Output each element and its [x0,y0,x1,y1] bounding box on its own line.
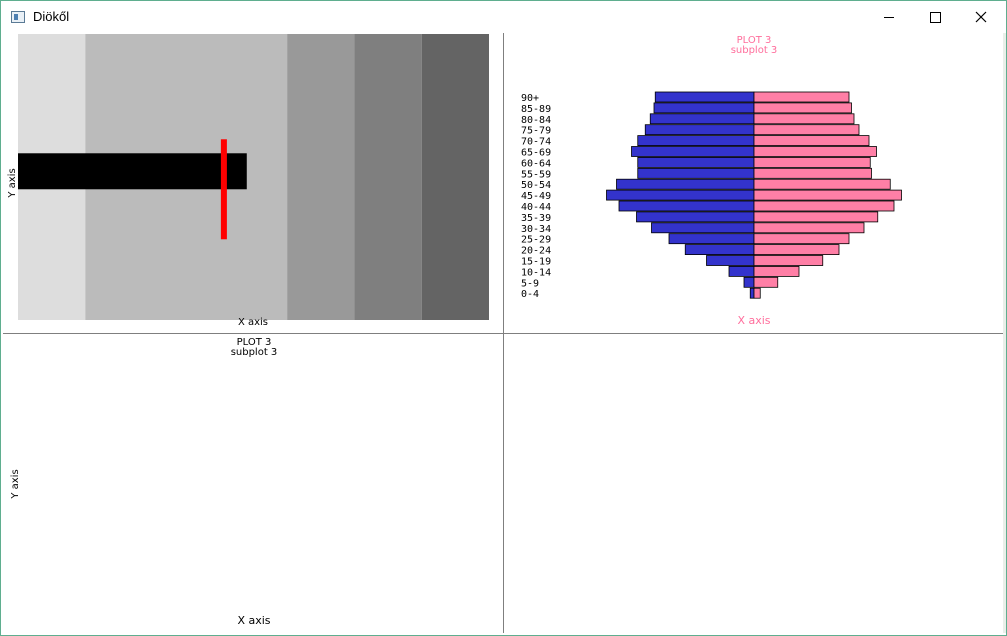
bar-right-45-49 [753,189,902,201]
maximize-button[interactable] [912,1,958,33]
bar-left-10-14 [728,265,755,277]
bar-left-80-84 [649,113,755,125]
error-bar-1 [220,139,227,240]
minimize-button[interactable] [866,1,912,33]
maximize-icon [929,11,941,23]
bar-right-30-34 [753,222,865,234]
subplot-top-left: X axis Y axis [7,34,489,328]
bar-left-0-4 [749,287,755,299]
background-band-5 [421,34,489,320]
bar-right-25-29 [753,233,850,245]
x-axis-label: X axis [237,614,270,627]
close-button[interactable] [958,1,1004,33]
bar-right-55-59 [753,167,872,179]
tick-label-40-44: 40-44 [521,202,551,213]
plot-title: PLOT 3 [737,35,772,46]
bar-right-20-24 [753,244,840,256]
tick-label-55-59: 55-59 [521,169,551,180]
bar-right-50-54 [753,178,891,190]
bar-left-25-29 [668,233,755,245]
bar-left-20-24 [684,244,755,256]
bar-right-70-74 [753,135,870,146]
bar-right-40-44 [753,200,895,212]
tick-label-10-14: 10-14 [521,267,551,278]
tick-label-75-79: 75-79 [521,126,551,137]
bar-left-65-69 [631,146,755,157]
tick-label-85-89: 85-89 [521,104,551,115]
close-icon [975,11,987,23]
bar-left-50-54 [616,178,755,190]
tick-label-50-54: 50-54 [521,180,551,191]
bar-left-90+ [654,91,755,103]
horizontal-divider [3,333,1003,334]
background-band-4 [354,34,422,320]
tick-label-90+: 90+ [521,93,539,104]
x-axis-label: X axis [737,314,770,327]
app-icon [11,11,25,23]
bar-right-15-19 [753,255,824,266]
age-tick-labels: 0-45-910-1415-1920-2425-2930-3435-3940-4… [521,93,551,300]
bar-right-90+ [753,91,850,103]
bar-left-45-49 [606,189,755,201]
bar-left-5-9 [743,276,755,288]
bar-right-85-89 [753,102,852,114]
bar-left-85-89 [653,102,755,114]
bar-right-75-79 [753,124,860,136]
tick-label-65-69: 65-69 [521,148,551,159]
x-axis-label: X axis [238,317,268,328]
pyramid-bars [606,91,902,299]
bar-left-30-34 [651,222,755,234]
window-title: Diökől [33,9,70,24]
y-axis-label: Y axis [10,469,21,499]
plot-canvas: X axis Y axis PLOT 3 subplot 3 0-4 5-9 10-… [3,33,1003,633]
bar-left-55-59 [637,167,755,179]
tick-label-35-39: 35-39 [521,213,551,224]
tick-label-0-4: 0-4 [521,289,539,300]
bar-1 [18,153,247,190]
plot-subtitle: subplot 3 [231,347,278,358]
bar-left-70-74 [637,135,755,146]
tick-label-25-29: 25-29 [521,235,551,246]
background-band-3 [287,34,355,320]
window-edge [1003,33,1006,633]
bar-left-60-64 [637,157,755,168]
bar-right-0-4 [753,287,761,299]
tick-label-15-19: 15-19 [521,257,551,268]
minimize-icon [884,16,894,18]
tick-label-30-34: 30-34 [521,224,551,235]
bar-left-35-39 [636,211,755,223]
bar-right-65-69 [753,146,877,157]
tick-label-20-24: 20-24 [521,246,551,257]
bar-left-40-44 [618,200,755,212]
plot-title: PLOT 3 [237,337,272,348]
plot-subtitle: subplot 3 [731,45,778,56]
tick-label-70-74: 70-74 [521,137,551,148]
subplot-bottom-right [504,334,1003,633]
bar-left-75-79 [644,124,755,136]
bar-right-80-84 [753,113,855,125]
bar-right-35-39 [753,211,879,223]
subplot-bottom-left: PLOT 3 subplot 3 X axis Y axis [10,337,278,627]
tick-label-80-84: 80-84 [521,115,551,126]
bars [18,139,247,240]
tick-label-5-9: 5-9 [521,278,539,289]
tick-label-60-64: 60-64 [521,158,551,169]
title-bar[interactable]: Diökől [1,1,1006,33]
bar-left-15-19 [706,255,755,266]
bar-right-10-14 [753,265,800,277]
bar-right-60-64 [753,157,871,168]
tick-label-45-49: 45-49 [521,191,551,202]
bar-right-5-9 [753,276,779,288]
subplot-top-right: PLOT 3 subplot 3 0-45-910-1415-1920-2425… [521,35,902,327]
y-axis-label: Y axis [7,168,18,198]
